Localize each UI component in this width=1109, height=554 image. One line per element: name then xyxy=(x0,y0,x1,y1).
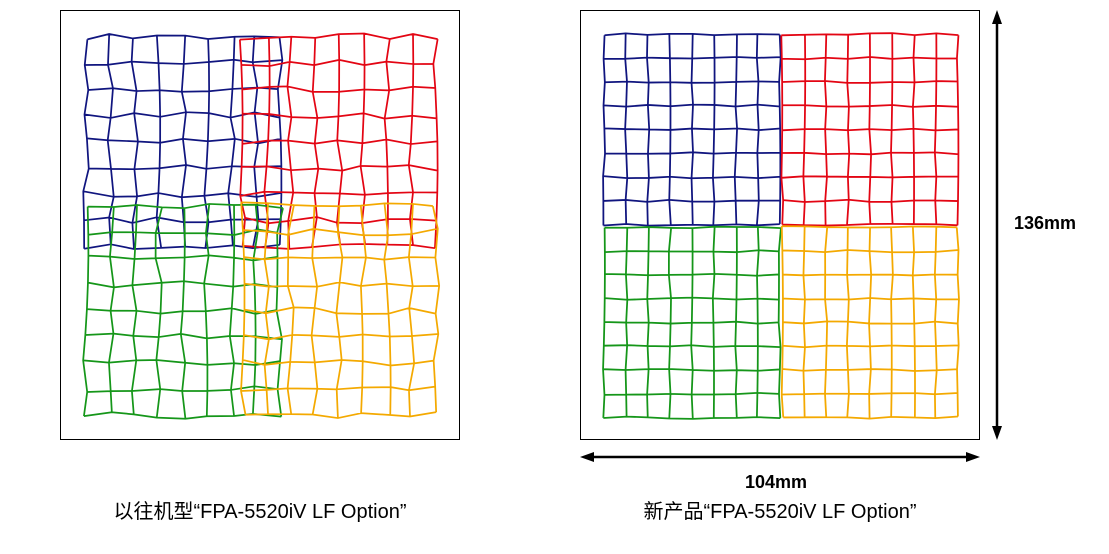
height-dimension-arrow xyxy=(984,10,1010,440)
grid-yellow xyxy=(781,226,959,419)
right-panel: 104mm 136mm 新产品“FPA-5520iV LF Option” xyxy=(580,10,980,524)
right-caption-quoted: FPA-5520iV LF Option xyxy=(710,501,910,523)
width-dimension-label: 104mm xyxy=(745,472,807,493)
width-dimension-arrow xyxy=(580,444,980,470)
left-caption-prefix: 以往机型 xyxy=(113,501,193,523)
right-caption: 新产品“FPA-5520iV LF Option” xyxy=(643,495,916,524)
grid-red xyxy=(781,33,959,226)
left-caption-quoted: FPA-5520iV LF Option xyxy=(200,501,400,523)
height-dimension-label: 136mm xyxy=(1014,213,1076,234)
grid-green xyxy=(603,226,781,419)
right-caption-prefix: 新产品 xyxy=(643,501,703,523)
left-frame-wrap xyxy=(60,10,460,440)
right-frame xyxy=(580,10,980,440)
left-caption: 以往机型“FPA-5520iV LF Option” xyxy=(113,495,406,524)
left-frame xyxy=(60,10,460,440)
right-frame-wrap: 104mm 136mm xyxy=(580,10,980,440)
left-panel: 以往机型“FPA-5520iV LF Option” xyxy=(60,10,460,524)
grid-yellow xyxy=(239,202,439,419)
grid-blue xyxy=(603,33,781,226)
